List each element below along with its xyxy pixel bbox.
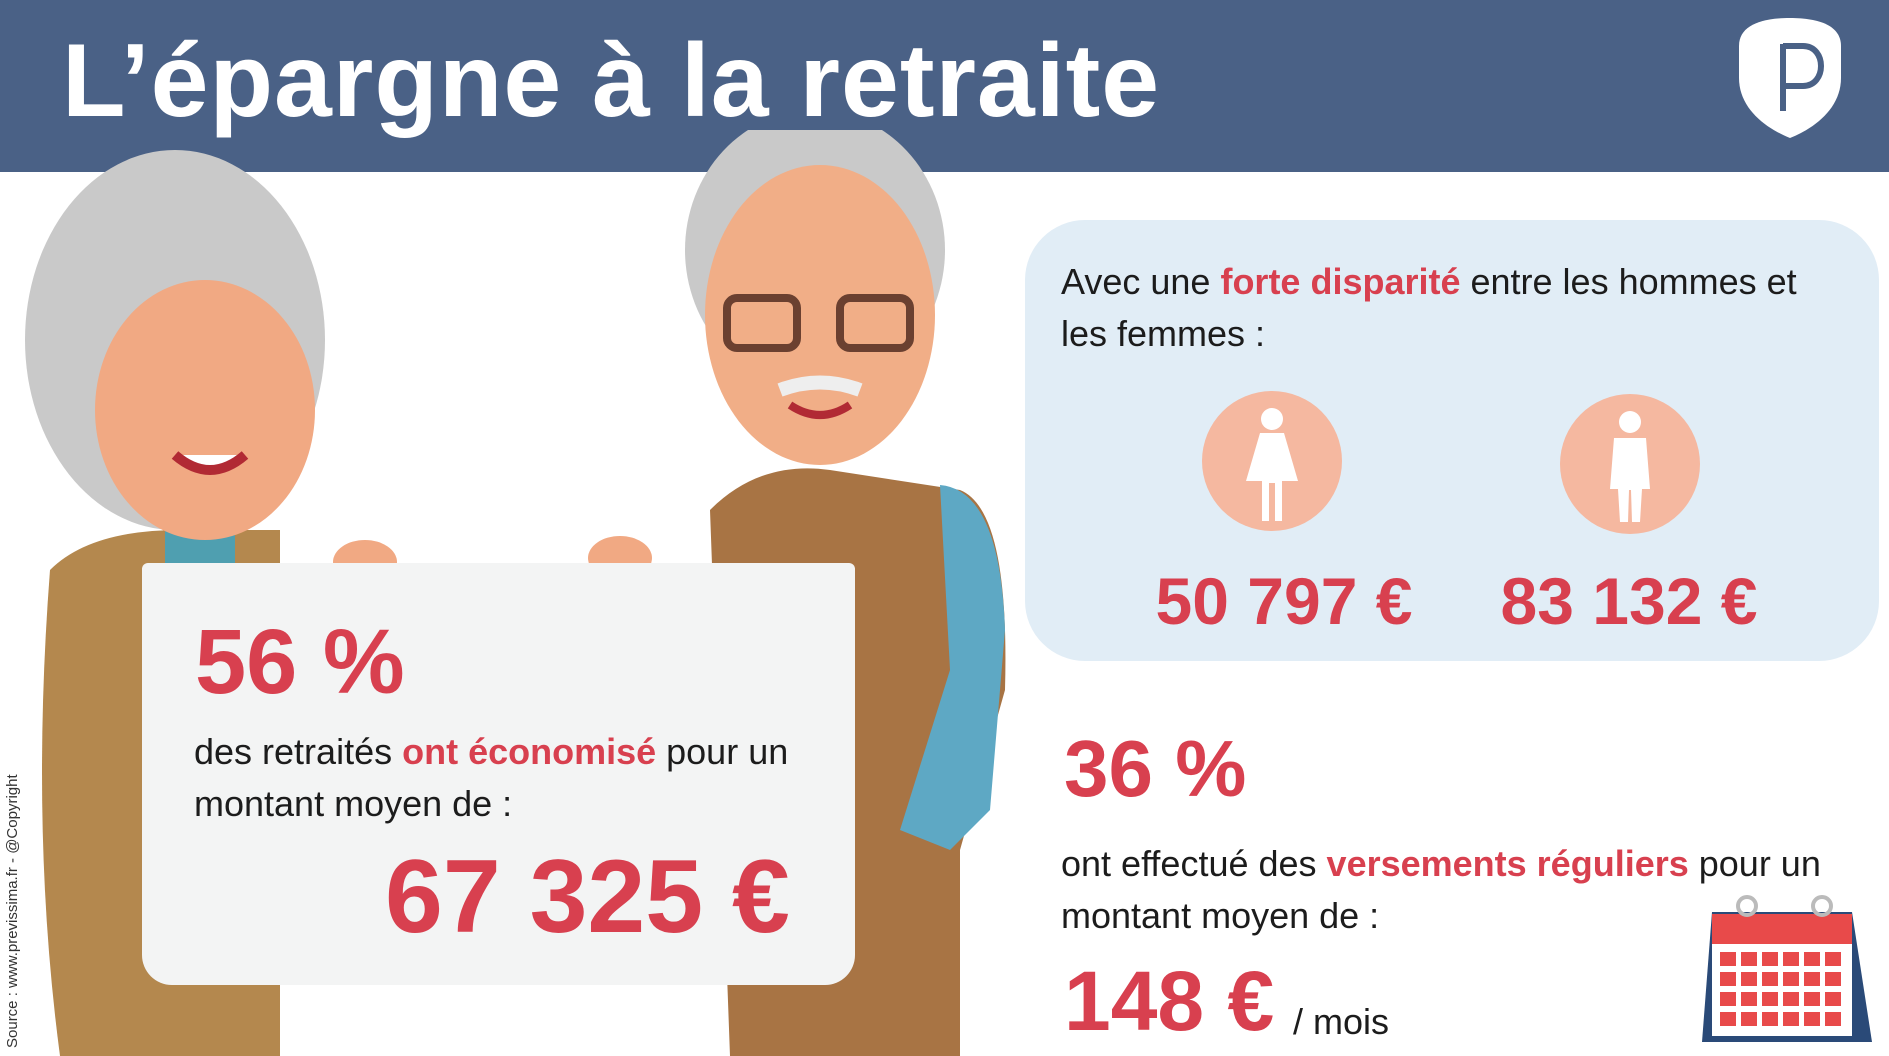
highlight: versements réguliers xyxy=(1326,843,1689,884)
gender-disparity-box xyxy=(1025,220,1879,661)
women-amount: 50 797 € xyxy=(1155,564,1413,638)
men-amount: 83 132 € xyxy=(1500,564,1758,638)
text: montant moyen de : xyxy=(1061,895,1380,936)
calendar-day-cell xyxy=(1804,972,1820,986)
calendar-day-cell xyxy=(1783,1012,1799,1026)
previssima-logo xyxy=(1739,18,1841,138)
calendar-day-cell xyxy=(1741,952,1757,966)
header-banner xyxy=(0,0,1889,172)
source-credit: Source : www.previssima.fr - @Copyright xyxy=(4,774,21,1048)
text: les femmes : xyxy=(1061,313,1266,354)
calendar-day-cell xyxy=(1762,1012,1778,1026)
calendar-day-cell xyxy=(1720,972,1736,986)
calendar-day-cell xyxy=(1762,992,1778,1006)
calendar-day-cell xyxy=(1741,1012,1757,1026)
calendar-day-cell xyxy=(1783,972,1799,986)
calendar-day-cell xyxy=(1762,952,1778,966)
calendar-day-cell xyxy=(1720,952,1736,966)
man-icon xyxy=(1560,394,1700,534)
calendar-day-cell xyxy=(1804,952,1820,966)
regular-percent: 36 % xyxy=(1064,724,1247,813)
text: pour un xyxy=(1688,843,1821,884)
calendar-day-cell xyxy=(1804,1012,1820,1026)
calendar-day-cell xyxy=(1762,972,1778,986)
calendar-day-cell xyxy=(1720,992,1736,1006)
saved-amount: 67 325 € xyxy=(385,839,790,955)
sign-board xyxy=(142,563,855,985)
highlight: forte disparité xyxy=(1220,261,1461,302)
highlight: ont économisé xyxy=(402,731,657,772)
disparity-description: Avec une forte disparité entre les homme… xyxy=(1061,256,1797,360)
regular-description: ont effectué des versements réguliers po… xyxy=(1061,838,1821,942)
text: des retraités xyxy=(194,731,403,772)
text: Avec une xyxy=(1061,261,1221,302)
calendar-day-cell xyxy=(1825,972,1841,986)
text: entre les hommes et xyxy=(1460,261,1797,302)
calendar-day-cell xyxy=(1741,972,1757,986)
regular-amount: 148 € xyxy=(1064,954,1275,1048)
calendar-day-cell xyxy=(1804,992,1820,1006)
calendar-day-cell xyxy=(1825,1012,1841,1026)
calendar-icon xyxy=(1702,895,1872,1042)
calendar-day-cell xyxy=(1720,1012,1736,1026)
calendar-day-cell xyxy=(1741,992,1757,1006)
page-title: L’épargne à la retraite xyxy=(62,23,1161,139)
saved-percent: 56 % xyxy=(195,611,405,713)
calendar-day-cell xyxy=(1783,952,1799,966)
text: pour un xyxy=(656,731,789,772)
calendar-day-cell xyxy=(1825,952,1841,966)
per-month-label: / mois xyxy=(1293,1001,1390,1042)
woman-icon xyxy=(1202,391,1342,531)
saved-description: des retraités ont économisé pour un mont… xyxy=(194,726,788,830)
text: montant moyen de : xyxy=(194,783,513,824)
calendar-day-cell xyxy=(1783,992,1799,1006)
text: ont effectué des xyxy=(1061,843,1327,884)
calendar-day-cell xyxy=(1825,992,1841,1006)
